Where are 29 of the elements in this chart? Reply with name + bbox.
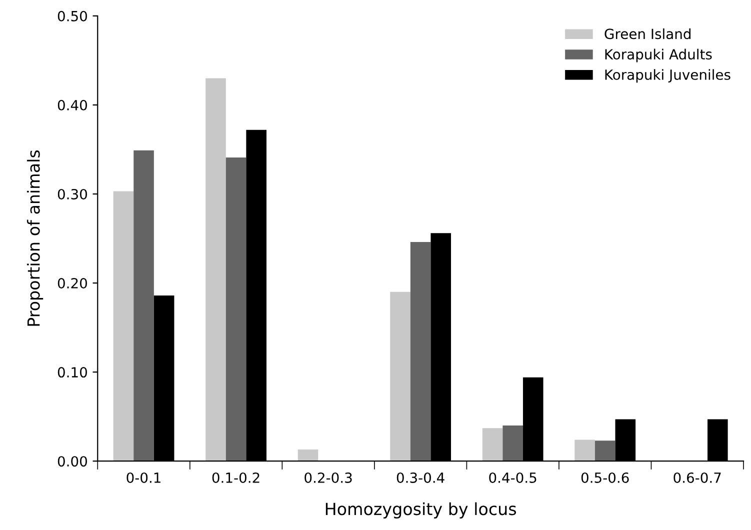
bar — [390, 292, 410, 462]
y-tick-label: 0.20 — [58, 278, 87, 288]
x-tick-label: 0.1-0.2 — [212, 472, 260, 483]
x-tick-label: 0.3-0.4 — [396, 472, 444, 483]
legend-label: Korapuki Adults — [605, 48, 712, 62]
bar — [206, 78, 226, 462]
y-tick-label: 0.00 — [58, 456, 87, 467]
bar — [574, 440, 595, 462]
bar — [134, 150, 154, 462]
x-axis-title: Homozygosity by locus — [326, 502, 516, 518]
x-tick-label: 0.2-0.3 — [304, 472, 352, 483]
y-tick-label: 0.30 — [58, 188, 87, 200]
x-tick-label: 0-0.1 — [126, 472, 160, 483]
bar — [298, 450, 318, 462]
x-tick-label: 0.5-0.6 — [581, 472, 629, 483]
y-tick-label: 0.10 — [58, 367, 87, 378]
bar — [594, 440, 616, 462]
x-tick-label: 0.6-0.7 — [674, 472, 721, 483]
x-tick-label: 0.4-0.5 — [489, 472, 536, 483]
bar — [502, 425, 523, 462]
y-tick-label: 0.40 — [58, 100, 87, 110]
legend-label: Korapuki Juveniles — [605, 69, 730, 83]
y-tick-label: 0.50 — [58, 10, 87, 22]
legend-label: Green Island — [604, 28, 690, 40]
bar — [226, 157, 246, 462]
bar — [482, 428, 503, 462]
bar — [410, 242, 431, 462]
y-axis-title: Proportion of animals — [26, 150, 44, 326]
bar — [113, 191, 134, 462]
